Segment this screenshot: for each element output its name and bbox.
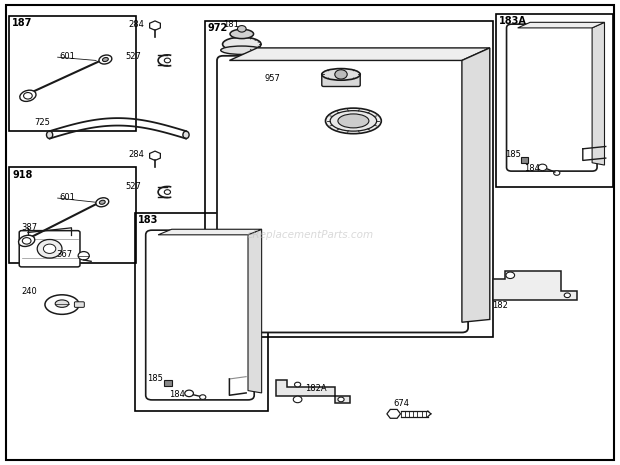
Polygon shape	[518, 22, 604, 28]
Text: 185: 185	[505, 150, 521, 159]
Text: 181: 181	[223, 20, 239, 29]
Ellipse shape	[20, 90, 36, 101]
Polygon shape	[229, 48, 490, 60]
Bar	[135, 213, 268, 411]
Bar	[164, 380, 172, 386]
Text: 387: 387	[22, 223, 38, 232]
Bar	[496, 14, 613, 187]
Text: 184: 184	[169, 390, 185, 399]
Text: 240: 240	[22, 287, 37, 296]
Ellipse shape	[102, 58, 108, 61]
Text: 183: 183	[138, 215, 159, 226]
Ellipse shape	[99, 200, 105, 204]
FancyBboxPatch shape	[74, 302, 84, 307]
Bar	[9, 16, 136, 131]
Text: 601: 601	[59, 52, 75, 61]
Text: 527: 527	[125, 52, 141, 61]
Ellipse shape	[45, 295, 79, 314]
Polygon shape	[248, 229, 262, 393]
Circle shape	[24, 93, 32, 99]
Text: 284: 284	[128, 20, 144, 29]
FancyBboxPatch shape	[146, 230, 254, 400]
Circle shape	[335, 70, 347, 79]
Ellipse shape	[55, 300, 69, 307]
Text: 284: 284	[128, 150, 144, 159]
Circle shape	[37, 239, 62, 258]
Ellipse shape	[230, 29, 254, 39]
Circle shape	[22, 238, 31, 244]
Circle shape	[185, 390, 193, 397]
Circle shape	[538, 164, 547, 171]
FancyBboxPatch shape	[19, 231, 80, 267]
Circle shape	[164, 190, 171, 194]
Text: 972: 972	[208, 23, 228, 33]
Text: 182A: 182A	[305, 384, 327, 393]
Text: 601: 601	[59, 193, 75, 202]
Ellipse shape	[19, 235, 35, 246]
Circle shape	[200, 395, 206, 399]
Text: 367: 367	[56, 250, 72, 259]
Circle shape	[506, 272, 515, 279]
Text: 182: 182	[492, 301, 508, 310]
Text: 674: 674	[394, 399, 410, 408]
Text: 184: 184	[524, 164, 540, 173]
Text: 725: 725	[34, 118, 50, 127]
Ellipse shape	[223, 37, 261, 51]
Ellipse shape	[183, 131, 189, 139]
Text: eReplacementParts.com: eReplacementParts.com	[246, 230, 374, 240]
Bar	[9, 167, 136, 263]
Circle shape	[78, 252, 89, 260]
Polygon shape	[462, 48, 490, 322]
FancyBboxPatch shape	[507, 24, 597, 171]
Circle shape	[554, 171, 560, 175]
Circle shape	[237, 26, 246, 32]
Ellipse shape	[326, 108, 381, 134]
Text: 185: 185	[148, 374, 164, 384]
Text: 183A: 183A	[499, 16, 527, 27]
Ellipse shape	[99, 55, 112, 64]
Text: 957: 957	[265, 73, 281, 83]
Circle shape	[564, 293, 570, 298]
Ellipse shape	[322, 69, 360, 80]
Ellipse shape	[221, 46, 263, 54]
FancyBboxPatch shape	[217, 56, 468, 332]
Text: 187: 187	[12, 18, 33, 28]
Ellipse shape	[46, 131, 53, 139]
Polygon shape	[493, 271, 577, 300]
FancyBboxPatch shape	[322, 73, 360, 86]
Polygon shape	[276, 380, 350, 403]
Ellipse shape	[338, 114, 369, 128]
Bar	[205, 21, 493, 337]
Ellipse shape	[330, 111, 376, 131]
Circle shape	[293, 396, 302, 403]
Ellipse shape	[96, 198, 108, 207]
Text: 527: 527	[125, 182, 141, 192]
Text: 918: 918	[12, 170, 33, 180]
Polygon shape	[158, 229, 262, 235]
Circle shape	[164, 58, 171, 63]
Bar	[521, 157, 528, 163]
Circle shape	[43, 244, 56, 253]
Circle shape	[294, 382, 301, 387]
Circle shape	[338, 397, 344, 402]
Polygon shape	[592, 22, 604, 165]
